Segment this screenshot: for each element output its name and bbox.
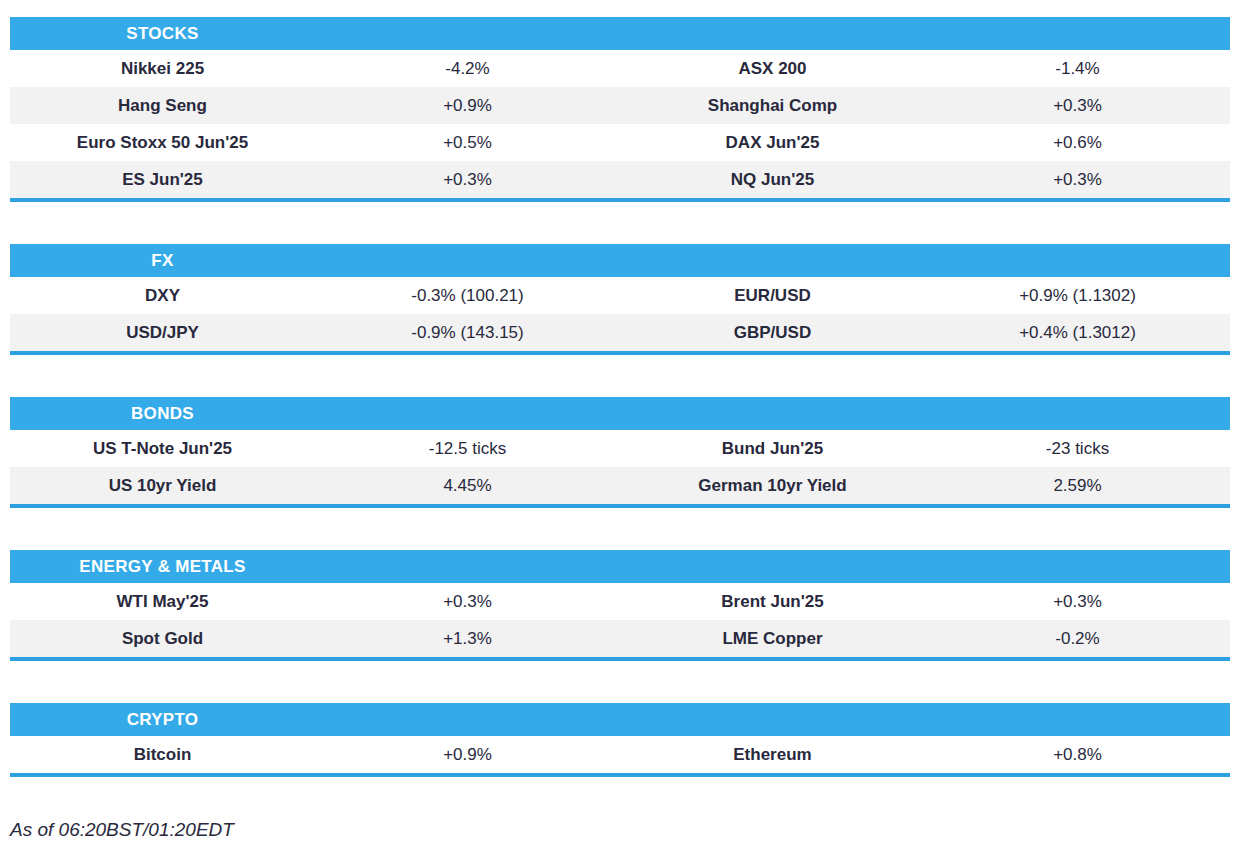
instrument-value: +0.6% xyxy=(925,133,1230,153)
instrument-name: Euro Stoxx 50 Jun'25 xyxy=(10,133,315,153)
instrument-value: -0.9% (143.15) xyxy=(315,323,620,343)
instrument-name: Shanghai Comp xyxy=(620,96,925,116)
instrument-name: Spot Gold xyxy=(10,629,315,649)
instrument-value: 4.45% xyxy=(315,476,620,496)
section-title: CRYPTO xyxy=(10,710,315,730)
market-wrap-page: STOCKS Nikkei 225 -4.2% ASX 200 -1.4% Ha… xyxy=(0,0,1255,841)
section-title: ENERGY & METALS xyxy=(10,557,315,577)
instrument-value: -0.2% xyxy=(925,629,1230,649)
instrument-name: Ethereum xyxy=(620,745,925,765)
instrument-value: -1.4% xyxy=(925,59,1230,79)
section-title: BONDS xyxy=(10,404,315,424)
instrument-value: -4.2% xyxy=(315,59,620,79)
instrument-name: Hang Seng xyxy=(10,96,315,116)
section-crypto: CRYPTO Bitcoin +0.9% Ethereum +0.8% xyxy=(10,703,1230,777)
instrument-name: NQ Jun'25 xyxy=(620,170,925,190)
section-header-stocks: STOCKS xyxy=(10,17,1230,50)
instrument-name: German 10yr Yield xyxy=(620,476,925,496)
table-row: Euro Stoxx 50 Jun'25 +0.5% DAX Jun'25 +0… xyxy=(10,124,1230,161)
instrument-name: WTI May'25 xyxy=(10,592,315,612)
instrument-name: US T-Note Jun'25 xyxy=(10,439,315,459)
instrument-value: 2.59% xyxy=(925,476,1230,496)
instrument-value: -0.3% (100.21) xyxy=(315,286,620,306)
instrument-name: Bund Jun'25 xyxy=(620,439,925,459)
instrument-name: ASX 200 xyxy=(620,59,925,79)
table-row: Hang Seng +0.9% Shanghai Comp +0.3% xyxy=(10,87,1230,124)
table-row: WTI May'25 +0.3% Brent Jun'25 +0.3% xyxy=(10,583,1230,620)
instrument-value: -12.5 ticks xyxy=(315,439,620,459)
instrument-value: +0.3% xyxy=(925,96,1230,116)
instrument-value: +0.3% xyxy=(315,170,620,190)
instrument-name: Bitcoin xyxy=(10,745,315,765)
instrument-value: +0.9% xyxy=(315,745,620,765)
table-row: US 10yr Yield 4.45% German 10yr Yield 2.… xyxy=(10,467,1230,504)
instrument-value: +0.5% xyxy=(315,133,620,153)
table-row: USD/JPY -0.9% (143.15) GBP/USD +0.4% (1.… xyxy=(10,314,1230,351)
instrument-name: USD/JPY xyxy=(10,323,315,343)
table-row: ES Jun'25 +0.3% NQ Jun'25 +0.3% xyxy=(10,161,1230,198)
table-row: Spot Gold +1.3% LME Copper -0.2% xyxy=(10,620,1230,657)
instrument-name: LME Copper xyxy=(620,629,925,649)
table-row: Bitcoin +0.9% Ethereum +0.8% xyxy=(10,736,1230,773)
instrument-name: EUR/USD xyxy=(620,286,925,306)
instrument-value: +0.3% xyxy=(925,170,1230,190)
section-energy-metals: ENERGY & METALS WTI May'25 +0.3% Brent J… xyxy=(10,550,1230,661)
instrument-name: Nikkei 225 xyxy=(10,59,315,79)
table-row: DXY -0.3% (100.21) EUR/USD +0.9% (1.1302… xyxy=(10,277,1230,314)
instrument-value: +1.3% xyxy=(315,629,620,649)
instrument-value: +0.3% xyxy=(925,592,1230,612)
instrument-name: DXY xyxy=(10,286,315,306)
instrument-value: +0.9% (1.1302) xyxy=(925,286,1230,306)
instrument-name: ES Jun'25 xyxy=(10,170,315,190)
instrument-name: Brent Jun'25 xyxy=(620,592,925,612)
section-header-crypto: CRYPTO xyxy=(10,703,1230,736)
section-bonds: BONDS US T-Note Jun'25 -12.5 ticks Bund … xyxy=(10,397,1230,508)
section-title: STOCKS xyxy=(10,24,315,44)
instrument-value: +0.3% xyxy=(315,592,620,612)
section-title: FX xyxy=(10,251,315,271)
section-stocks: STOCKS Nikkei 225 -4.2% ASX 200 -1.4% Ha… xyxy=(10,17,1230,202)
section-header-energy-metals: ENERGY & METALS xyxy=(10,550,1230,583)
instrument-value: -23 ticks xyxy=(925,439,1230,459)
table-row: US T-Note Jun'25 -12.5 ticks Bund Jun'25… xyxy=(10,430,1230,467)
instrument-name: GBP/USD xyxy=(620,323,925,343)
section-header-bonds: BONDS xyxy=(10,397,1230,430)
instrument-value: +0.8% xyxy=(925,745,1230,765)
table-row: Nikkei 225 -4.2% ASX 200 -1.4% xyxy=(10,50,1230,87)
instrument-name: US 10yr Yield xyxy=(10,476,315,496)
instrument-value: +0.4% (1.3012) xyxy=(925,323,1230,343)
as-of-timestamp: As of 06:20BST/01:20EDT xyxy=(10,819,1255,841)
section-header-fx: FX xyxy=(10,244,1230,277)
instrument-name: DAX Jun'25 xyxy=(620,133,925,153)
instrument-value: +0.9% xyxy=(315,96,620,116)
section-fx: FX DXY -0.3% (100.21) EUR/USD +0.9% (1.1… xyxy=(10,244,1230,355)
